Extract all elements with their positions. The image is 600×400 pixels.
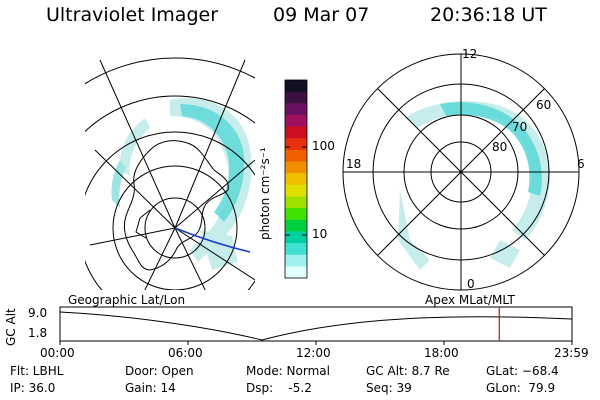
coastline (123, 140, 229, 271)
colorbar-segment (285, 173, 307, 186)
ip-info: IP: 36.0 (10, 381, 56, 395)
meridians (89, 59, 255, 290)
colorbar-tick-10: 10 (312, 227, 328, 241)
gain-info: Gain: 14 (125, 381, 176, 395)
filter-info: Flt: LBHL (10, 364, 64, 378)
left-map-caption: Geographic Lat/Lon (68, 293, 186, 307)
mlt-12-label: 12 (462, 47, 478, 61)
colorbar-segment (285, 91, 307, 104)
colorbar-segment (285, 138, 307, 151)
altitude-curve (59, 311, 573, 341)
x-tick-label: 18:00 (424, 346, 459, 360)
colorbar-segment (285, 149, 307, 163)
colorbar-segment (285, 231, 307, 244)
gcalt-info: GC Alt: 8.7 Re (366, 364, 450, 378)
mlt-6-label: 6 (577, 157, 585, 171)
x-tick-marks (59, 341, 573, 345)
dsp-info: Dsp: -5.2 (246, 381, 312, 395)
colorbar-segment (285, 196, 307, 209)
altitude-panel (59, 306, 573, 345)
colorbar-segment (285, 161, 307, 174)
altitude-ymin: 1.8 (28, 326, 48, 340)
altitude-ylabel: GC Alt (4, 308, 18, 346)
colorbar-segment (285, 126, 307, 139)
door-info: Door: Open (125, 364, 194, 378)
colorbar-segment (285, 266, 307, 279)
mlt-0-label: 0 (467, 277, 475, 291)
mode-info: Mode: Normal (246, 364, 330, 378)
latitude-circles (85, 57, 255, 290)
date-label: 09 Mar 07 (273, 4, 370, 26)
time-label: 20:36:18 UT (430, 4, 547, 26)
x-tick-label: 12:00 (296, 346, 331, 360)
x-tick-label: 00:00 (40, 346, 75, 360)
colorbar-segment (285, 103, 307, 116)
x-tick-label: 23:59 (554, 346, 589, 360)
colorbar-segment (285, 184, 307, 197)
mlat-60-label: 60 (536, 98, 552, 112)
glat-info: GLat: −68.4 (486, 364, 559, 378)
apex-dial (342, 53, 580, 291)
coast-detail (135, 209, 151, 239)
colorbar-segment (285, 254, 307, 267)
aurora-emission-left (111, 97, 252, 270)
colorbar-segment (285, 80, 307, 93)
geographic-map (85, 57, 255, 290)
colorbar-segment (285, 114, 307, 128)
colorbar-segment (285, 208, 307, 221)
mlat-70-label: 70 (512, 120, 528, 134)
seq-info: Seq: 39 (366, 381, 412, 395)
x-tick-label: 06:00 (168, 346, 203, 360)
colorbar-segment (285, 243, 307, 256)
altitude-ymax: 9.0 (28, 306, 48, 320)
colorbar-label: photon cm⁻²s⁻¹ (258, 147, 272, 240)
mlat-80-label: 80 (492, 140, 508, 154)
right-map-caption: Apex MLat/MLT (425, 293, 515, 307)
colorbar-tick-100: 100 (312, 139, 335, 153)
mlt-18-label: 18 (346, 157, 362, 171)
satellite-track (174, 227, 251, 253)
colorbar (285, 80, 307, 279)
app-title: Ultraviolet Imager (46, 4, 219, 26)
glon-info: GLon: 79.9 (486, 381, 556, 395)
colorbar-segment (285, 219, 307, 232)
